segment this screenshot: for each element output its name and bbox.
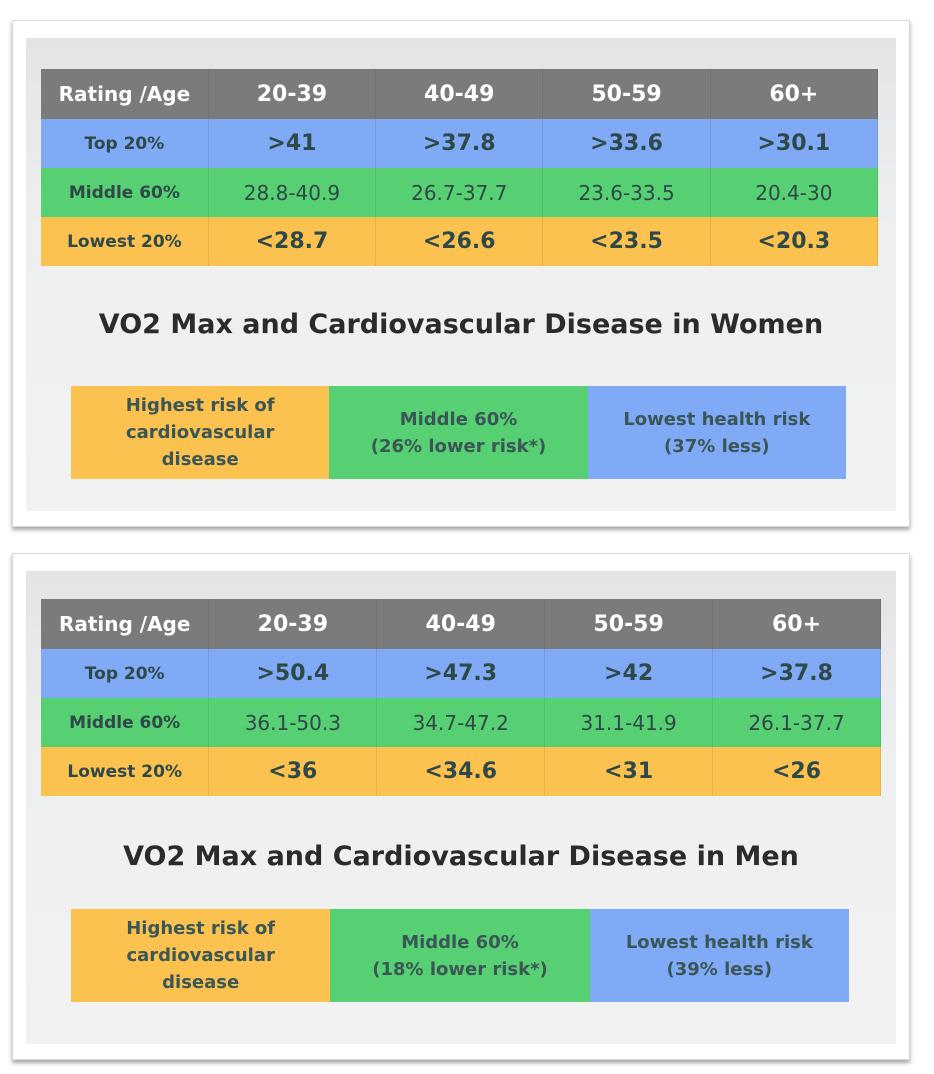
table-row: Middle 60% 36.1-50.3 34.7-47.2 31.1-41.9 26.…	[41, 698, 881, 747]
table-row: Middle 60% 28.8-40.9 26.7-37.7 23.6-33.5 20.…	[41, 168, 879, 217]
age-header: 40-49	[375, 69, 544, 119]
vo2-value-cell: 34.7-47.2	[376, 698, 546, 747]
rating-age-header: Rating /Age	[41, 69, 209, 119]
vo2-value-cell: >47.3	[376, 649, 546, 698]
risk-legend-men: Highest risk of cardiovascular disease Mi…	[71, 909, 849, 1002]
legend-lowest-risk: Lowest health risk (39% less)	[589, 909, 849, 1002]
legend-highest-risk: Highest risk of cardiovascular disease	[71, 909, 331, 1002]
vo2-table-men: Rating /Age 20-39 40-49 50-59 60+ Top 20% >50.…	[41, 599, 881, 796]
age-header: 50-59	[544, 599, 714, 649]
age-header: 60+	[712, 599, 881, 649]
rating-label: Lowest 20%	[41, 217, 209, 266]
vo2-value-cell: >37.8	[375, 119, 544, 168]
vo2-value-cell: >50.4	[208, 649, 378, 698]
vo2-value-cell: 26.1-37.7	[712, 698, 881, 747]
vo2-value-cell: >42	[544, 649, 714, 698]
legend-lowest-risk: Lowest health risk (37% less)	[587, 386, 846, 479]
vo2-value-cell: 36.1-50.3	[208, 698, 378, 747]
vo2-value-cell: >30.1	[710, 119, 879, 168]
table-row: Top 20% >50.4 >47.3 >42 >37.8	[41, 649, 881, 698]
vo2-value-cell: <36	[208, 747, 378, 796]
vo2-value-cell: >33.6	[542, 119, 711, 168]
rating-age-header: Rating /Age	[41, 599, 210, 649]
men-panel: Rating /Age 20-39 40-49 50-59 60+ Top 20% >50.…	[12, 553, 910, 1060]
table-row: Top 20% >41 >37.8 >33.6 >30.1	[41, 119, 879, 168]
vo2-value-cell: 20.4-30	[710, 168, 879, 217]
risk-legend-women: Highest risk of cardiovascular disease Mi…	[71, 386, 846, 479]
age-header: 60+	[710, 69, 879, 119]
legend-middle: Middle 60% (26% lower risk*)	[329, 386, 588, 479]
vo2-value-cell: <26.6	[375, 217, 544, 266]
age-header: 20-39	[208, 599, 378, 649]
vo2-value-cell: 28.8-40.9	[208, 168, 377, 217]
vo2-value-cell: <20.3	[710, 217, 879, 266]
table-row: Lowest 20% <36 <34.6 <31 <26	[41, 747, 881, 796]
vo2-value-cell: <26	[712, 747, 881, 796]
vo2-table-women: Rating /Age 20-39 40-49 50-59 60+ Top 20% >41 >…	[41, 69, 879, 266]
vo2-value-cell: <23.5	[542, 217, 711, 266]
table-row: Lowest 20% <28.7 <26.6 <23.5 <20.3	[41, 217, 879, 266]
title-women: VO2 Max and Cardiovascular Disease in Wo…	[98, 309, 824, 340]
legend-highest-risk: Highest risk of cardiovascular disease	[71, 386, 330, 479]
legend-middle: Middle 60% (18% lower risk*)	[330, 909, 590, 1002]
rating-label: Middle 60%	[41, 168, 209, 217]
vo2-value-cell: <34.6	[376, 747, 546, 796]
rating-label: Middle 60%	[41, 698, 210, 747]
vo2-value-cell: >37.8	[712, 649, 881, 698]
vo2-value-cell: <28.7	[208, 217, 377, 266]
age-header: 50-59	[542, 69, 711, 119]
header-row: Rating /Age 20-39 40-49 50-59 60+	[41, 69, 879, 119]
vo2-value-cell: >41	[208, 119, 377, 168]
vo2-value-cell: 23.6-33.5	[542, 168, 711, 217]
rating-label: Top 20%	[41, 649, 210, 698]
rating-label: Lowest 20%	[41, 747, 210, 796]
rating-label: Top 20%	[41, 119, 209, 168]
women-panel: Rating /Age 20-39 40-49 50-59 60+ Top 20% >41 >…	[12, 20, 910, 527]
age-header: 40-49	[376, 599, 546, 649]
vo2-value-cell: 31.1-41.9	[544, 698, 714, 747]
title-men: VO2 Max and Cardiovascular Disease in Me…	[123, 841, 799, 872]
vo2-value-cell: <31	[544, 747, 714, 796]
age-header: 20-39	[208, 69, 377, 119]
header-row: Rating /Age 20-39 40-49 50-59 60+	[41, 599, 881, 649]
vo2-value-cell: 26.7-37.7	[375, 168, 544, 217]
